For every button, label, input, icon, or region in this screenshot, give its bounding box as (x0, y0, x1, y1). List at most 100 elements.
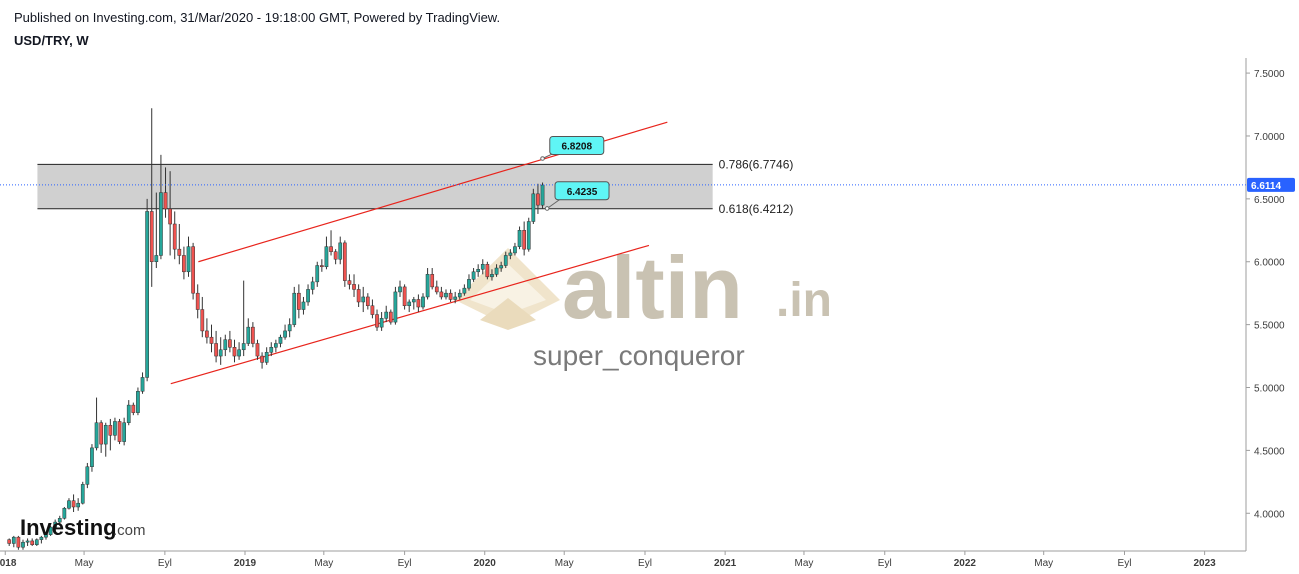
candle-body (333, 251, 338, 260)
candle-body (402, 286, 407, 307)
candle-body (140, 377, 145, 392)
candle-body (476, 269, 481, 273)
candle-body (7, 539, 12, 544)
candle-body (246, 326, 251, 344)
x-tick-label: May (555, 558, 574, 569)
candle-body (16, 536, 21, 548)
candle-body (223, 339, 228, 351)
candle-body (448, 292, 453, 300)
callout-box (554, 181, 610, 201)
candle-body (490, 274, 494, 278)
candle-body (260, 355, 264, 363)
callout-anchor (540, 156, 545, 161)
candle-body (517, 230, 522, 247)
candle-body (329, 246, 333, 252)
candle-body (264, 352, 269, 363)
callout-anchor (544, 206, 550, 211)
candle-body (255, 343, 260, 357)
fib-level-label: 0.786(6.7746) (719, 157, 794, 171)
candle-body (25, 540, 30, 543)
candle-body (131, 404, 136, 413)
candle-body (315, 265, 320, 283)
candle-body (154, 255, 159, 262)
candle-body (117, 421, 122, 442)
candle-body (370, 305, 375, 315)
price-axis[interactable]: 7.5000 7.0000 6.5000 6.0000 5.5000 5.0000 4.50… (1246, 69, 1285, 520)
candle-body (375, 314, 379, 328)
callout-label: 6.4235 (567, 187, 598, 198)
candle-body (407, 301, 412, 307)
callout-box (549, 135, 605, 155)
candle-body (218, 349, 223, 357)
candle-body (278, 336, 283, 344)
candle-body (365, 296, 370, 307)
channel-lower-line (170, 244, 650, 385)
watermark-user: super_conqueror (533, 340, 745, 371)
x-tick-label: May (314, 558, 333, 569)
candle-body (172, 223, 177, 250)
candle-body (444, 292, 448, 298)
candle-body (508, 252, 513, 256)
candle-body (310, 281, 315, 290)
x-tick-label: May (75, 558, 94, 569)
candle-body (388, 311, 393, 323)
candle-body (122, 422, 126, 442)
candle-body (21, 541, 25, 548)
candle-body (214, 343, 218, 357)
candle-body (536, 193, 540, 206)
candle-body (499, 265, 504, 269)
candle-body (39, 536, 44, 540)
candle-body (347, 280, 352, 285)
candle-body (237, 349, 241, 357)
candle-body (467, 279, 471, 289)
current-price-value: 6.6114 (1251, 181, 1281, 192)
candle-body (191, 246, 195, 294)
candle-body (48, 526, 53, 535)
watermark-brand: altin (562, 238, 743, 337)
candle-body (182, 255, 186, 273)
candle-body (108, 424, 113, 436)
candle-body (457, 292, 462, 298)
watermark: altin .in super_conqueror (455, 238, 832, 371)
time-axis[interactable]: 2018 May Eyl 2019 May Eyl 2020 May Eyl 2021 May Eyl… (0, 551, 1216, 569)
candle-body (71, 500, 76, 508)
candle-body (11, 536, 16, 544)
candle-body (297, 292, 301, 310)
fibonacci-zone[interactable]: 0.786(6.7746) 0.618(6.4212) (37, 157, 794, 216)
candlestick-series (7, 108, 545, 550)
x-tick-label: 2021 (714, 558, 737, 569)
candle-body (44, 534, 48, 538)
x-tick-label: 2018 (0, 558, 17, 569)
candle-body (480, 264, 485, 270)
candle-body (503, 255, 508, 266)
x-tick-label: May (795, 558, 814, 569)
price-callouts[interactable]: 6.8208 6.4235 (540, 135, 610, 211)
candle-body (398, 286, 402, 293)
candle-body (159, 192, 163, 256)
candle-body (342, 242, 347, 281)
x-tick-label: 2023 (1193, 558, 1216, 569)
candle-body (513, 246, 517, 254)
y-tick-label: 5.0000 (1254, 384, 1285, 395)
candle-body (103, 424, 108, 445)
watermark-brand-suffix: .in (776, 274, 832, 327)
y-tick-label: 4.5000 (1254, 446, 1285, 457)
x-tick-label: 2019 (234, 558, 257, 569)
y-tick-label: 6.5000 (1254, 195, 1285, 206)
candle-body (163, 192, 168, 210)
candle-body (384, 311, 389, 319)
x-tick-label: 2020 (474, 558, 497, 569)
watermark-logo-icon (455, 248, 560, 330)
candle-body (324, 246, 329, 268)
candle-body (149, 211, 154, 262)
candle-body (113, 421, 117, 436)
candle-body (205, 330, 209, 338)
candle-body (53, 521, 58, 528)
candle-body (439, 291, 444, 298)
x-tick-label: Eyl (158, 558, 172, 569)
fib-zone-band (37, 164, 713, 209)
investing-logo[interactable]: Investing .com (20, 515, 146, 540)
candle-body (338, 242, 343, 260)
candle-body (494, 267, 499, 275)
